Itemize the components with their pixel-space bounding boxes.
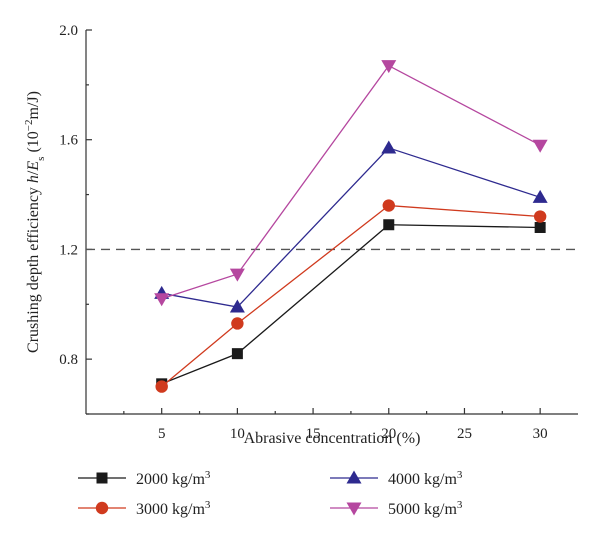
series-2 xyxy=(155,199,547,393)
legend-label: 2000 kg/m3 xyxy=(136,469,211,488)
legend-item: 4000 kg/m3 xyxy=(330,469,463,488)
series-line xyxy=(161,204,541,388)
y-title-exp: −2 xyxy=(23,120,35,132)
y-tick-label: 1.6 xyxy=(59,133,78,149)
x-tick-label: 15 xyxy=(306,426,321,442)
legend-label-text: 3000 kg/m xyxy=(136,501,205,518)
x-ticks: 5 10 15 20 25 30 xyxy=(123,408,548,442)
y-tick-label: 0.8 xyxy=(59,352,78,368)
x-tick-label: 30 xyxy=(533,426,548,442)
y-title-unit-close: m/J) xyxy=(25,91,42,119)
data-point xyxy=(532,139,548,153)
legend-label-text: 4000 kg/m xyxy=(388,471,457,488)
legend-label: 3000 kg/m3 xyxy=(136,499,211,518)
y-title-sub: s xyxy=(35,157,47,161)
legend-item: 2000 kg/m3 xyxy=(78,469,211,488)
x-tick-label: 10 xyxy=(230,426,245,442)
plot-area: 5 10 15 20 25 30 0.8 1.2 1.6 2.0 xyxy=(59,23,578,442)
data-point xyxy=(229,299,245,313)
y-title-unit-open: (10 xyxy=(25,131,42,156)
x-tick-label: 20 xyxy=(381,426,396,442)
x-axis-title: Abrasive concentration (%) xyxy=(244,430,421,447)
y-title-h: h xyxy=(25,175,42,183)
legend-label-text: 5000 kg/m xyxy=(388,501,457,518)
data-point xyxy=(534,221,546,233)
legend-marker xyxy=(346,470,362,484)
data-point xyxy=(383,219,395,231)
legend-label-sup: 3 xyxy=(205,469,211,481)
y-title-prefix: Crushing depth efficiency xyxy=(25,183,42,353)
data-point xyxy=(155,380,168,393)
legend-item: 3000 kg/m3 xyxy=(78,499,211,518)
legend-label-sup: 3 xyxy=(457,499,463,511)
y-title-slash: / xyxy=(25,170,42,175)
y-tick-label: 1.2 xyxy=(59,242,78,258)
data-point xyxy=(533,210,547,223)
series-line xyxy=(161,224,541,385)
legend-label-text: 2000 kg/m xyxy=(136,471,205,488)
legend-marker xyxy=(346,502,362,516)
legend-label-sup: 3 xyxy=(457,469,463,481)
data-point xyxy=(532,189,548,203)
legend-marker xyxy=(96,472,108,484)
series-line xyxy=(161,147,541,308)
legend-label: 5000 kg/m3 xyxy=(388,499,463,518)
series-layer xyxy=(154,60,548,393)
data-point xyxy=(229,268,245,282)
data-point xyxy=(231,317,244,330)
data-point xyxy=(231,348,243,360)
y-title-e: E xyxy=(25,161,42,172)
data-point xyxy=(381,140,397,154)
legend-marker xyxy=(95,501,109,515)
x-tick-label: 5 xyxy=(158,426,166,442)
y-tick-label: 2.0 xyxy=(59,23,78,39)
data-point xyxy=(382,199,395,212)
data-point xyxy=(381,60,397,74)
series-1 xyxy=(156,219,546,390)
y-ticks: 0.8 1.2 1.6 2.0 xyxy=(59,23,92,415)
legend-item: 5000 kg/m3 xyxy=(330,499,463,518)
y-axis-title: Crushing depth efficiency h/Es (10−2m/J) xyxy=(23,91,47,353)
legend-label-sup: 3 xyxy=(205,499,211,511)
x-tick-label: 25 xyxy=(457,426,472,442)
data-point xyxy=(154,293,170,307)
series-4 xyxy=(154,60,548,307)
legend-label: 4000 kg/m3 xyxy=(388,469,463,488)
series-line xyxy=(161,64,541,300)
